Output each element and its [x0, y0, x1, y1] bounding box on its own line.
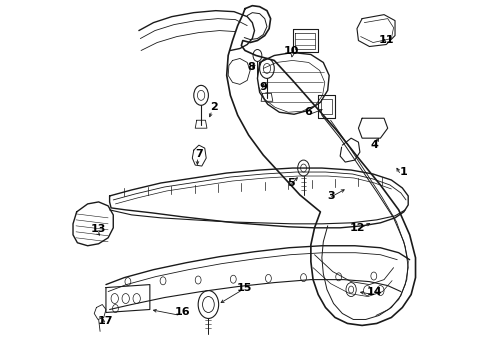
- Text: 11: 11: [378, 35, 394, 45]
- Text: 2: 2: [210, 102, 218, 112]
- Text: 5: 5: [287, 178, 295, 188]
- Text: 6: 6: [305, 107, 313, 117]
- Text: 16: 16: [174, 307, 190, 318]
- Text: 12: 12: [350, 223, 366, 233]
- Text: 7: 7: [195, 149, 203, 159]
- Text: 9: 9: [259, 82, 267, 93]
- Text: 14: 14: [367, 287, 382, 297]
- Text: 8: 8: [248, 62, 255, 72]
- Text: 15: 15: [237, 283, 252, 293]
- Text: 1: 1: [400, 167, 408, 177]
- Text: 4: 4: [370, 140, 378, 150]
- Text: 3: 3: [327, 191, 335, 201]
- Text: 13: 13: [90, 224, 105, 234]
- Text: 10: 10: [283, 45, 299, 55]
- Text: 17: 17: [98, 316, 113, 327]
